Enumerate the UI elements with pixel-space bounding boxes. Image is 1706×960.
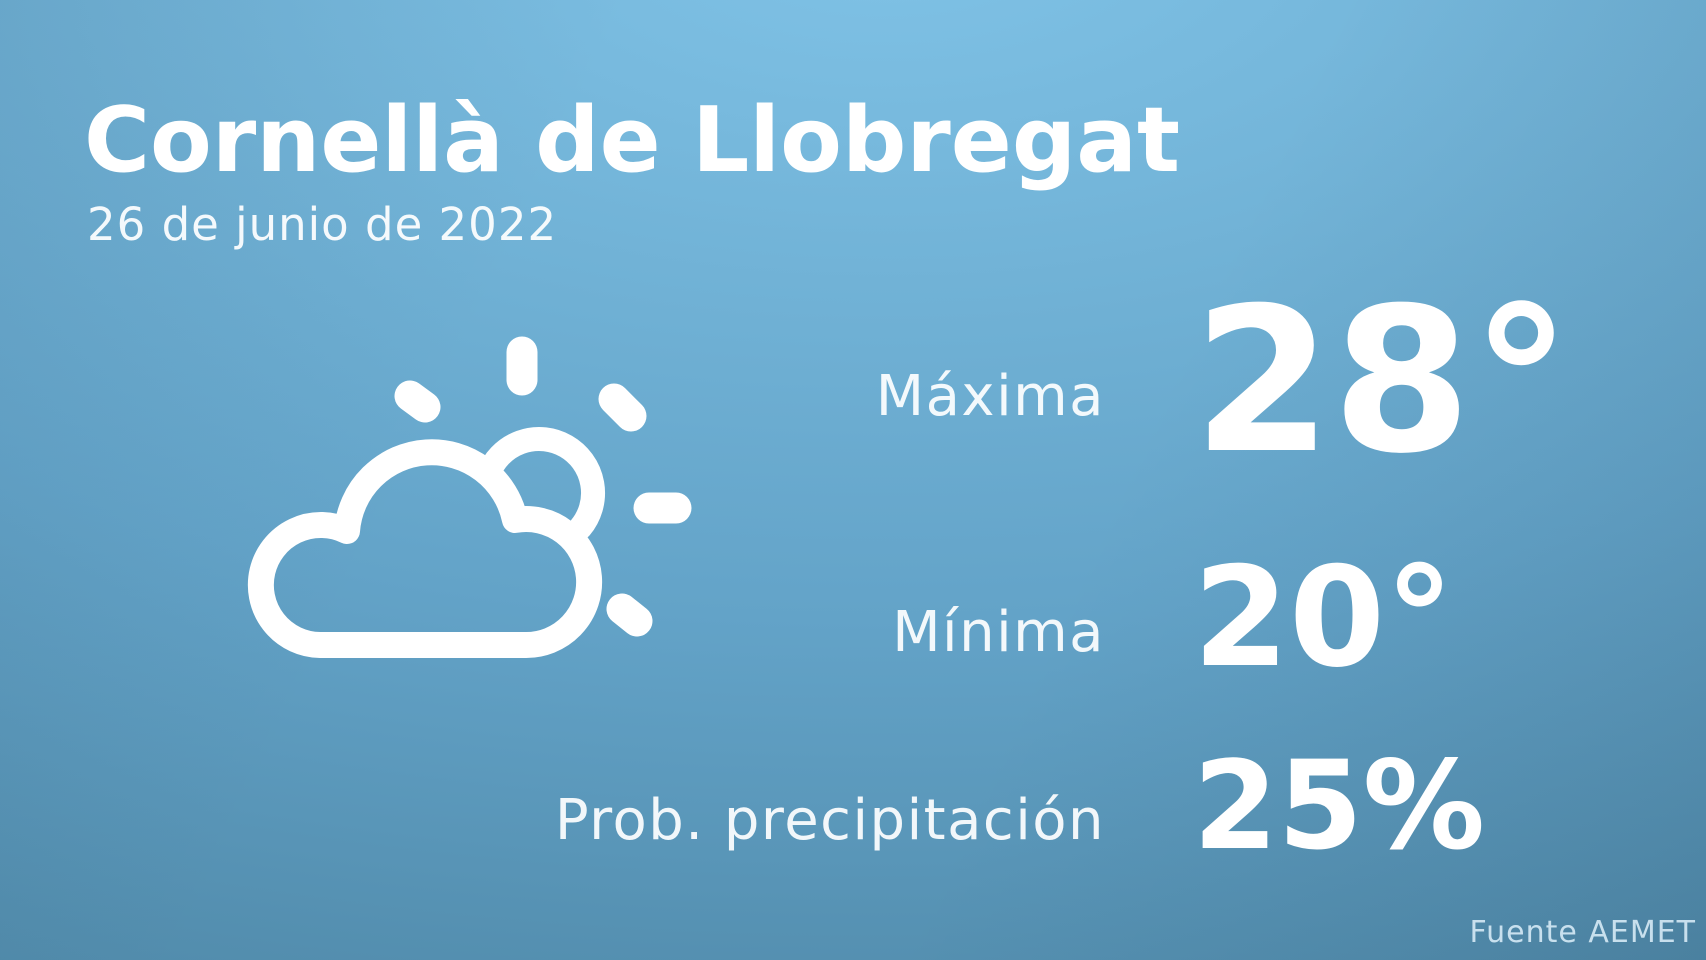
metric-row-precip: Prob. precipitación 25% [0,726,1706,886]
sun-behind-cloud-icon [247,336,692,659]
sun-ray-northwest [394,380,441,423]
min-temp-value: 20° [1193,536,1455,698]
max-temp-label: Máxima [875,363,1105,429]
page-title: Cornellà de Llobregat [84,88,1180,193]
data-source-credit: Fuente AEMET [1469,915,1696,950]
cloud-outline [247,439,603,659]
sun-ray-southeast [606,593,653,637]
forecast-date: 26 de junio de 2022 [87,198,558,251]
metric-row-min: Mínima 20° [0,528,1706,708]
sun-disc [476,427,606,540]
max-temp-value: 28° [1193,265,1572,498]
precip-prob-label: Prob. precipitación [554,787,1105,853]
precip-prob-value: 25% [1193,734,1486,877]
metric-row-max: Máxima 28° [0,282,1706,482]
min-temp-label: Mínima [892,599,1105,665]
sun-ray-northeast [598,383,647,432]
